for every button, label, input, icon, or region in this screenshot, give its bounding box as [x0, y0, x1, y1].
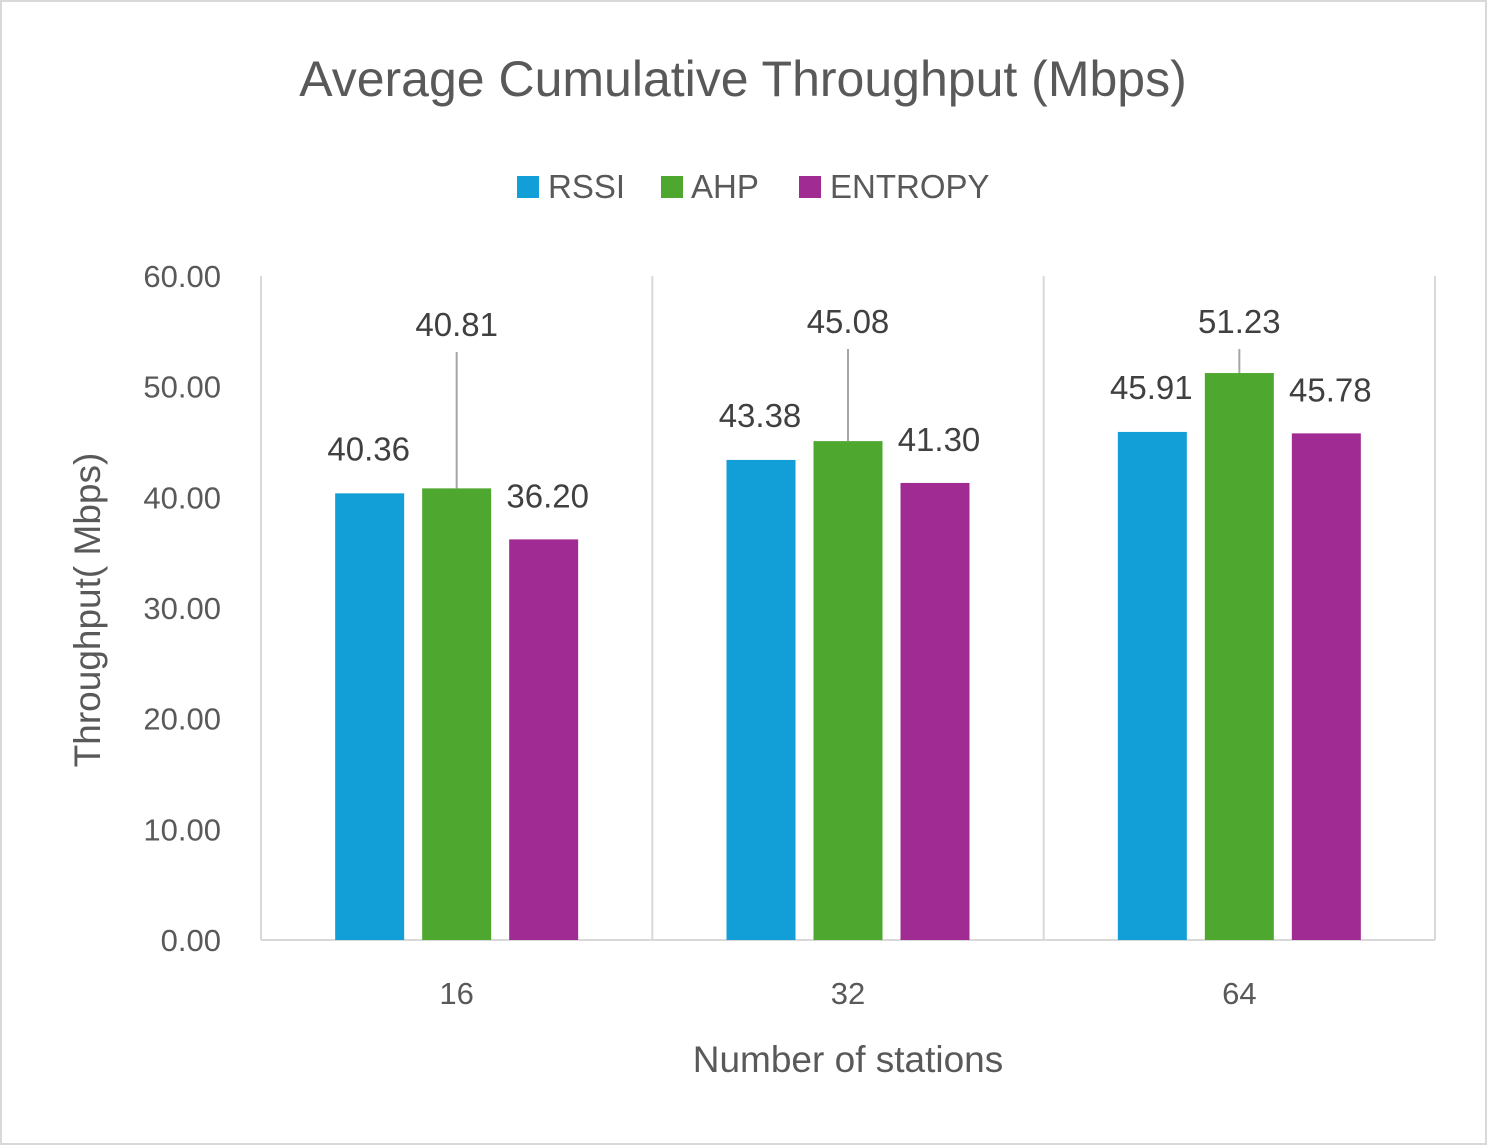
x-tick-label: 64 — [1222, 976, 1256, 1011]
leader-lines — [455, 349, 1241, 489]
y-tick-label: 50.00 — [143, 370, 221, 405]
legend-label-ahp: AHP — [691, 168, 759, 205]
data-label-ahp-32: 45.08 — [807, 303, 890, 340]
bar-ahp-32 — [813, 441, 883, 940]
legend-label-entropy: ENTROPY — [830, 168, 990, 205]
y-tick-label: 40.00 — [143, 480, 221, 515]
x-tick-label: 16 — [439, 976, 473, 1011]
bar-rssi-32 — [726, 459, 796, 940]
data-label-rssi-64: 45.91 — [1110, 369, 1193, 406]
legend-swatch-ahp — [661, 176, 683, 198]
x-tick-label: 32 — [831, 976, 865, 1011]
bars — [335, 373, 1361, 940]
bar-entropy-32 — [900, 482, 970, 940]
legend-swatch-entropy — [799, 176, 821, 198]
y-axis-title: Throughput( Mbps) — [67, 453, 108, 768]
bar-rssi-64 — [1117, 431, 1187, 940]
bar-rssi-16 — [335, 493, 405, 940]
y-tick-label: 10.00 — [143, 812, 221, 847]
y-tick-label: 20.00 — [143, 702, 221, 737]
legend: RSSI AHP ENTROPY — [517, 168, 990, 205]
y-tick-label: 60.00 — [143, 259, 221, 294]
bar-entropy-16 — [509, 539, 579, 940]
data-label-ahp-16: 40.81 — [415, 306, 498, 343]
y-tick-label: 30.00 — [143, 591, 221, 626]
data-label-rssi-32: 43.38 — [719, 397, 802, 434]
bar-ahp-16 — [422, 488, 492, 940]
data-label-entropy-32: 41.30 — [898, 421, 981, 458]
data-label-entropy-64: 45.78 — [1289, 371, 1372, 408]
x-axis-ticks: 16 32 64 — [439, 976, 1256, 1011]
data-label-entropy-16: 36.20 — [506, 477, 589, 514]
chart-title: Average Cumulative Throughput (Mbps) — [299, 51, 1187, 107]
x-axis-title: Number of stations — [693, 1039, 1004, 1080]
bar-entropy-64 — [1291, 433, 1361, 940]
y-axis-ticks: 0.00 10.00 20.00 30.00 40.00 50.00 60.00 — [143, 259, 221, 958]
bar-ahp-64 — [1204, 373, 1274, 940]
data-labels: 40.36 36.20 40.81 43.38 41.30 45.08 45.91 45.78… — [327, 303, 1371, 514]
data-label-ahp-64: 51.23 — [1198, 303, 1281, 340]
legend-swatch-rssi — [517, 176, 539, 198]
y-tick-label: 0.00 — [161, 923, 221, 958]
legend-label-rssi: RSSI — [548, 168, 625, 205]
data-label-rssi-16: 40.36 — [327, 430, 410, 467]
